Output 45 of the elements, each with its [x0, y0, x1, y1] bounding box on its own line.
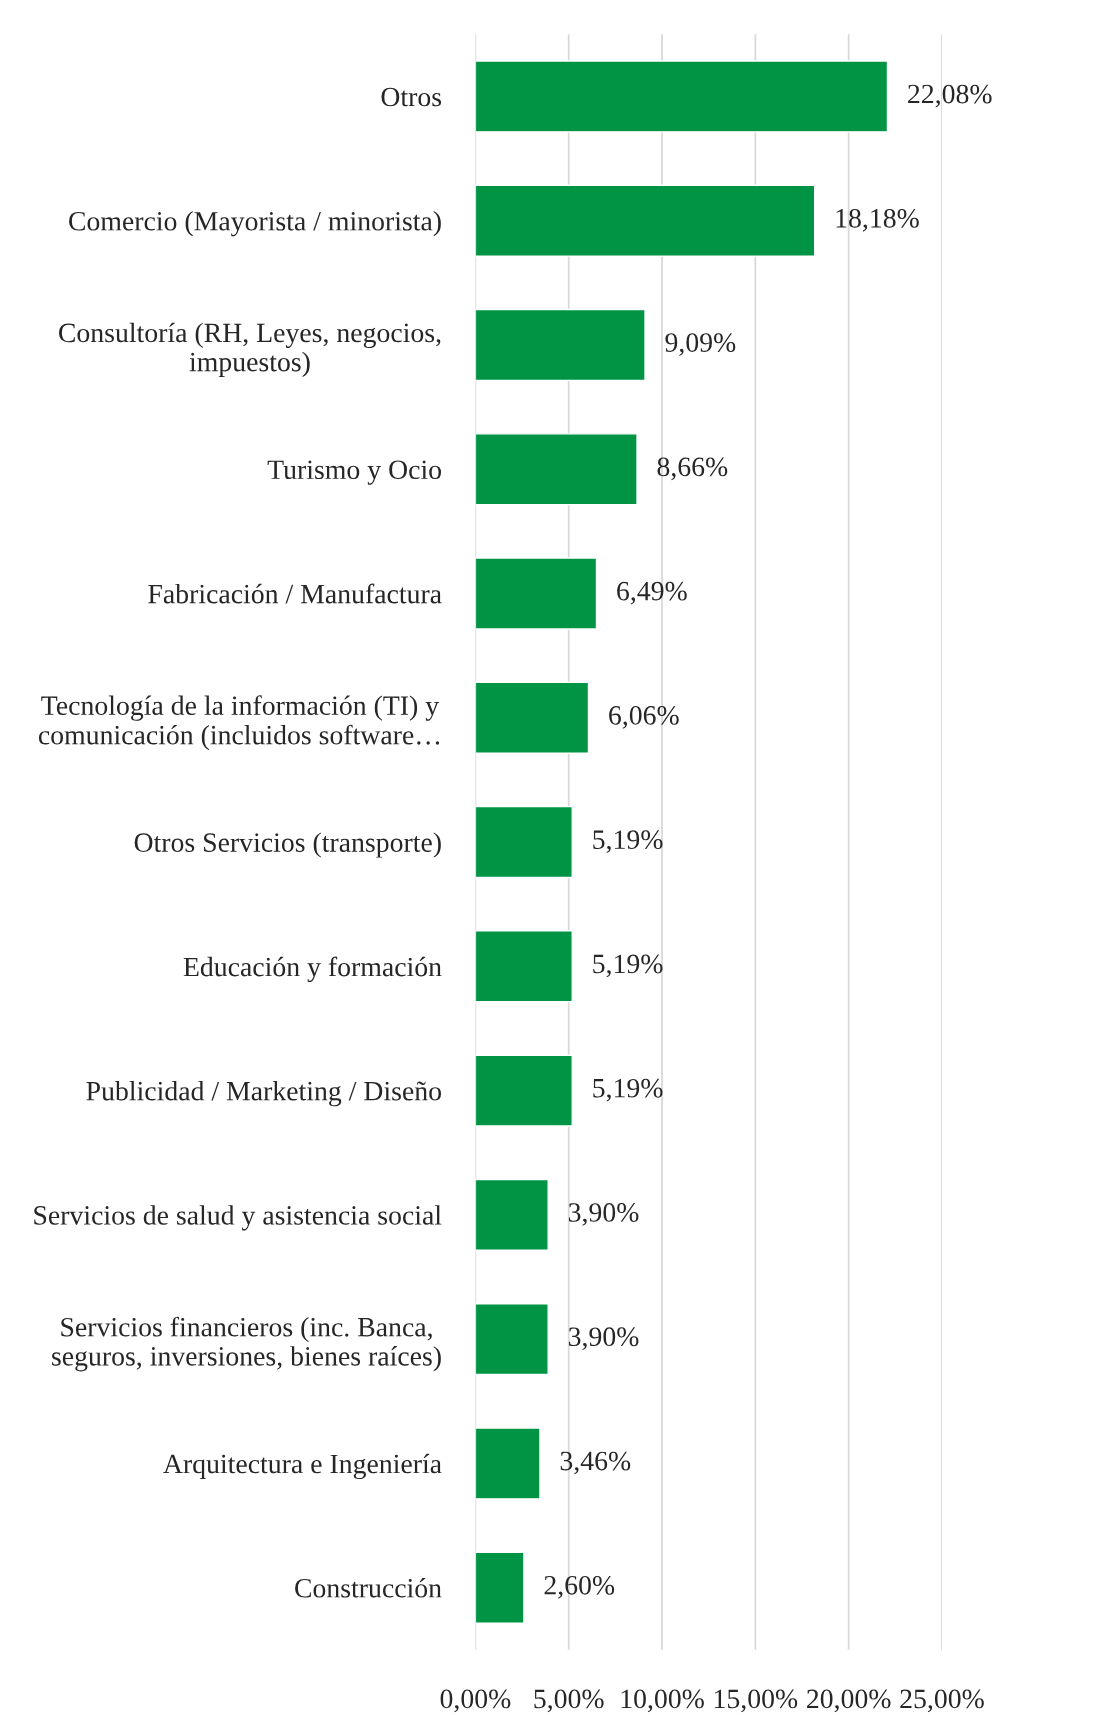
data-label: 6,49%: [617, 581, 687, 605]
data-label: 5,19%: [593, 954, 663, 978]
y-tick-label: Educación y formación: [183, 956, 442, 983]
bar: [475, 1178, 549, 1251]
y-tick-label: Comercio (Mayorista / minorista): [69, 211, 441, 237]
data-label: 3,90%: [568, 1203, 639, 1226]
bar: [475, 184, 816, 257]
y-tick-label: Publicidad / Marketing / Diseño: [86, 1080, 441, 1107]
bar: [475, 557, 598, 630]
y-tick-label: Servicios de salud y asistencia social: [34, 1205, 442, 1231]
data-label: 3,46%: [560, 1451, 631, 1475]
y-tick-label: Arquitectura e Ingeniería: [163, 1453, 442, 1480]
y-tick-label: Turismo y Ocio: [267, 460, 441, 485]
x-tick-label: 25,00%: [900, 1689, 984, 1713]
x-tick-label: 20,00%: [807, 1689, 891, 1713]
data-label: 3,90%: [568, 1327, 639, 1351]
bar: [475, 681, 590, 754]
x-tick-label: 0,00%: [440, 1689, 511, 1713]
y-tick-label: Fabricación / Manufactura: [148, 583, 442, 604]
data-label: 6,06%: [609, 706, 679, 729]
data-label: 9,09%: [665, 333, 736, 356]
data-label: 22,08%: [908, 84, 992, 108]
x-tick-label: 10,00%: [621, 1689, 704, 1713]
bar: [475, 930, 573, 1003]
bar: [475, 1303, 549, 1376]
bar: [475, 1054, 573, 1127]
bar: [475, 805, 573, 879]
bar: [475, 1427, 541, 1500]
data-label: 5,19%: [593, 830, 663, 854]
y-tick-label: Servicios financieros (inc. Banca, seguros, inversiones, bienes raíces): [52, 1316, 441, 1372]
data-label: 2,60%: [544, 1575, 615, 1599]
bar: [475, 433, 638, 506]
y-tick-label: Otros Servicios (transporte): [134, 832, 441, 858]
y-tick-label: Construcción: [295, 1578, 442, 1598]
data-label: 18,18%: [836, 208, 919, 232]
y-tick-label: Otros: [381, 87, 442, 107]
data-label: 8,66%: [657, 457, 728, 481]
y-tick-label: Consultoría (RH, Leyes, negocios, impuestos): [59, 322, 441, 378]
x-tick-label: 15,00%: [714, 1689, 798, 1713]
x-tick-label: 5,00%: [534, 1689, 604, 1713]
bar: [475, 1551, 525, 1624]
bar: [475, 308, 646, 382]
data-label: 5,19%: [593, 1078, 663, 1102]
bar: [475, 60, 889, 133]
y-tick-label: Tecnología de la información (TI) y comunicación (incluidos software…: [38, 695, 440, 751]
